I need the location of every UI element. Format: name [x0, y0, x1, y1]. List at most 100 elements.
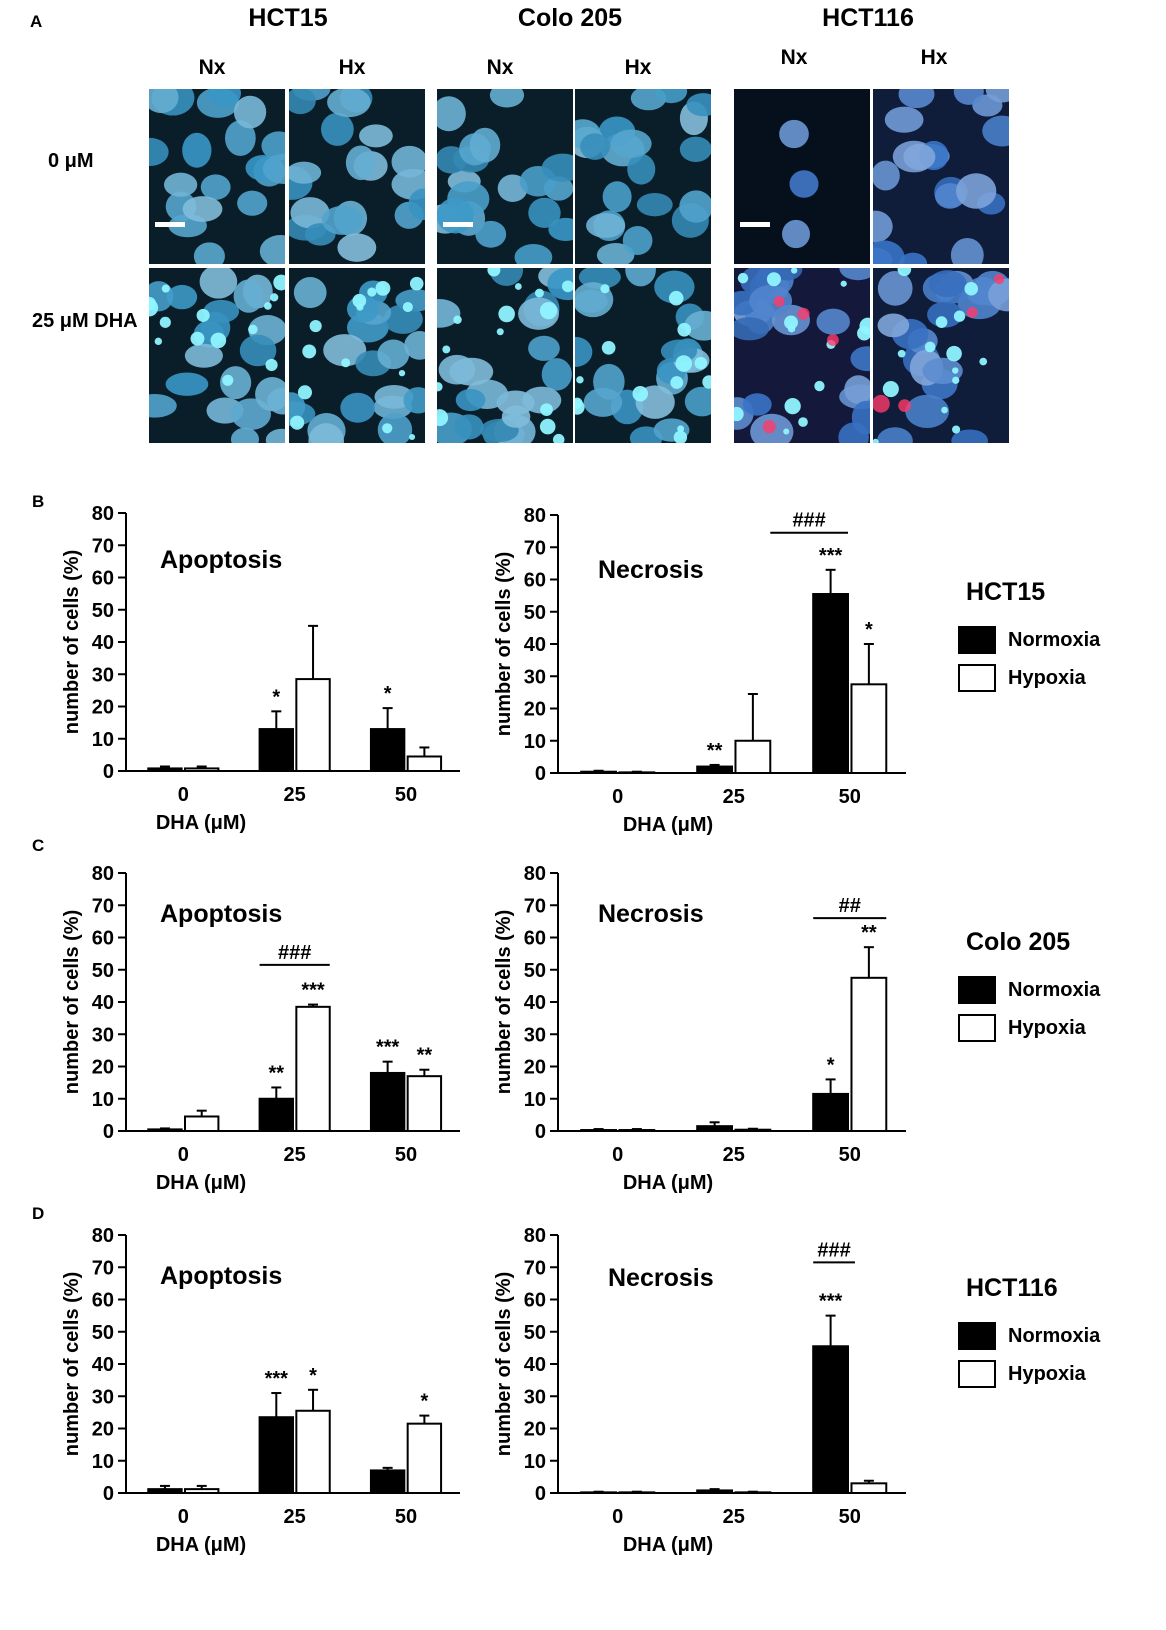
y-tick-label: 0: [103, 761, 114, 783]
significance-label: ***: [376, 1037, 400, 1059]
bar-hypoxia-0: [618, 1129, 656, 1133]
x-axis-label: DHA (μM): [156, 1172, 246, 1194]
row-label-0um: 0 μM: [48, 150, 94, 172]
legend-swatch-normoxia: [958, 976, 996, 1004]
y-tick-label: 30: [524, 666, 546, 688]
legend-item-hypoxia: Hypoxia: [958, 1009, 1158, 1047]
y-tick-label: 0: [103, 1121, 114, 1143]
y-tick-label: 50: [92, 960, 114, 982]
micrograph-hct15-hx-25um: [288, 267, 426, 444]
micrograph-colo205-hx-0um: [574, 88, 712, 265]
legend-label: Normoxia: [1008, 978, 1101, 1001]
chart-c-apoptosis: 0 10 20 30 40 50 60 70 80 0 25 50 DHA (μM) number of …: [61, 863, 460, 1194]
x-tick-label: 25: [284, 1506, 306, 1528]
x-tick-label: 50: [839, 1144, 861, 1166]
y-tick-label: 50: [92, 600, 114, 622]
bar-hypoxia-25: [295, 1005, 331, 1132]
micrograph-hct116-nx-0um: [733, 88, 871, 265]
bar-hypoxia-50: [850, 976, 888, 1132]
y-tick-label: 20: [524, 1057, 546, 1079]
y-tick-label: 70: [92, 895, 114, 917]
y-tick-label: 10: [524, 1451, 546, 1473]
y-tick-label: 30: [92, 664, 114, 686]
chart-c-necrosis: 0 10 20 30 40 50 60 70 80 0 25 50 DHA (μM) number of …: [493, 863, 906, 1194]
significance-label: *: [384, 683, 392, 705]
y-tick-label: 30: [524, 1386, 546, 1408]
legend-label: Hypoxia: [1008, 1016, 1086, 1039]
bar-hypoxia-0: [184, 767, 220, 773]
bar-normoxia-25: [258, 728, 295, 772]
bar-normoxia-0: [580, 1129, 617, 1133]
y-tick-label: 80: [524, 1225, 546, 1247]
chart-title: Apoptosis: [160, 546, 282, 574]
condition-label-hx-colo205: Hx: [624, 56, 652, 79]
legend-item-normoxia: Normoxia: [958, 621, 1158, 659]
y-tick-label: 80: [524, 863, 546, 885]
bar-normoxia-25: [258, 1097, 295, 1132]
y-axis-label: number of cells (%): [493, 910, 515, 1094]
significance-label: *: [827, 1054, 835, 1076]
panel-label-a: A: [30, 12, 43, 31]
legend-swatch-hypoxia: [958, 1360, 996, 1388]
x-axis-label: DHA (μM): [156, 812, 246, 834]
chart-title: Necrosis: [598, 556, 704, 584]
x-tick-label: 50: [395, 784, 417, 806]
y-tick-label: 60: [92, 568, 114, 590]
x-tick-label: 0: [612, 1144, 623, 1166]
x-axis-label: DHA (μM): [623, 1534, 713, 1556]
significance-label: ***: [819, 545, 843, 567]
bar-hypoxia-50: [406, 1422, 443, 1495]
legend-colo205: Colo 205 Normoxia Hypoxia: [958, 928, 1158, 1047]
y-tick-label: 50: [92, 1322, 114, 1344]
bar-hypoxia-25: [734, 1128, 772, 1132]
y-axis-label: number of cells (%): [493, 1272, 515, 1456]
y-tick-label: 10: [524, 731, 546, 753]
legend-label: Normoxia: [1008, 628, 1101, 651]
significance-label: **: [861, 922, 877, 944]
y-tick-label: 0: [103, 1483, 114, 1505]
significance-label: **: [417, 1045, 433, 1067]
significance-label: **: [707, 740, 723, 762]
bar-normoxia-50: [812, 1345, 850, 1494]
chart-title: Apoptosis: [160, 900, 282, 928]
legend-item-hypoxia: Hypoxia: [958, 659, 1158, 697]
y-tick-label: 50: [524, 602, 546, 624]
chart-title: Necrosis: [598, 900, 704, 928]
comparison-label: ###: [278, 942, 311, 964]
micrograph-hct116-hx-0um: [872, 88, 1010, 265]
bar-normoxia-25: [696, 1125, 733, 1133]
bar-normoxia-0: [147, 767, 183, 773]
y-tick-label: 50: [524, 1322, 546, 1344]
significance-label: ***: [301, 980, 325, 1002]
legend-title: Colo 205: [966, 928, 1071, 956]
legend-title: HCT116: [966, 1274, 1058, 1302]
y-axis-label: number of cells (%): [61, 550, 83, 734]
bar-hypoxia-25: [734, 739, 772, 774]
condition-label-hx-hct15: Hx: [338, 56, 366, 79]
x-tick-label: 25: [284, 784, 306, 806]
x-tick-label: 0: [612, 1506, 623, 1528]
x-tick-label: 50: [395, 1506, 417, 1528]
x-axis-label: DHA (μM): [623, 1172, 713, 1194]
micrograph-hct15-nx-0um: [148, 88, 286, 265]
y-tick-label: 40: [524, 634, 546, 656]
legend-swatch-normoxia: [958, 1322, 996, 1350]
micrograph-hct116-hx-25um: [872, 267, 1010, 444]
x-tick-label: 25: [723, 1506, 745, 1528]
y-tick-label: 60: [524, 928, 546, 950]
bar-normoxia-0: [580, 770, 617, 774]
y-tick-label: 70: [524, 1257, 546, 1279]
bar-normoxia-50: [369, 1071, 406, 1132]
y-tick-label: 50: [524, 960, 546, 982]
panel-label-c: C: [32, 836, 45, 855]
legend-title: HCT15: [966, 578, 1046, 606]
x-tick-label: 50: [395, 1144, 417, 1166]
significance-label: ***: [819, 1291, 843, 1313]
x-axis-label: DHA (μM): [623, 814, 713, 836]
x-tick-label: 0: [178, 1506, 189, 1528]
y-tick-label: 70: [92, 1257, 114, 1279]
y-tick-label: 80: [92, 1225, 114, 1247]
legend-label: Normoxia: [1008, 1324, 1101, 1347]
legend-item-normoxia: Normoxia: [958, 971, 1158, 1009]
y-axis-label: number of cells (%): [61, 1272, 83, 1456]
